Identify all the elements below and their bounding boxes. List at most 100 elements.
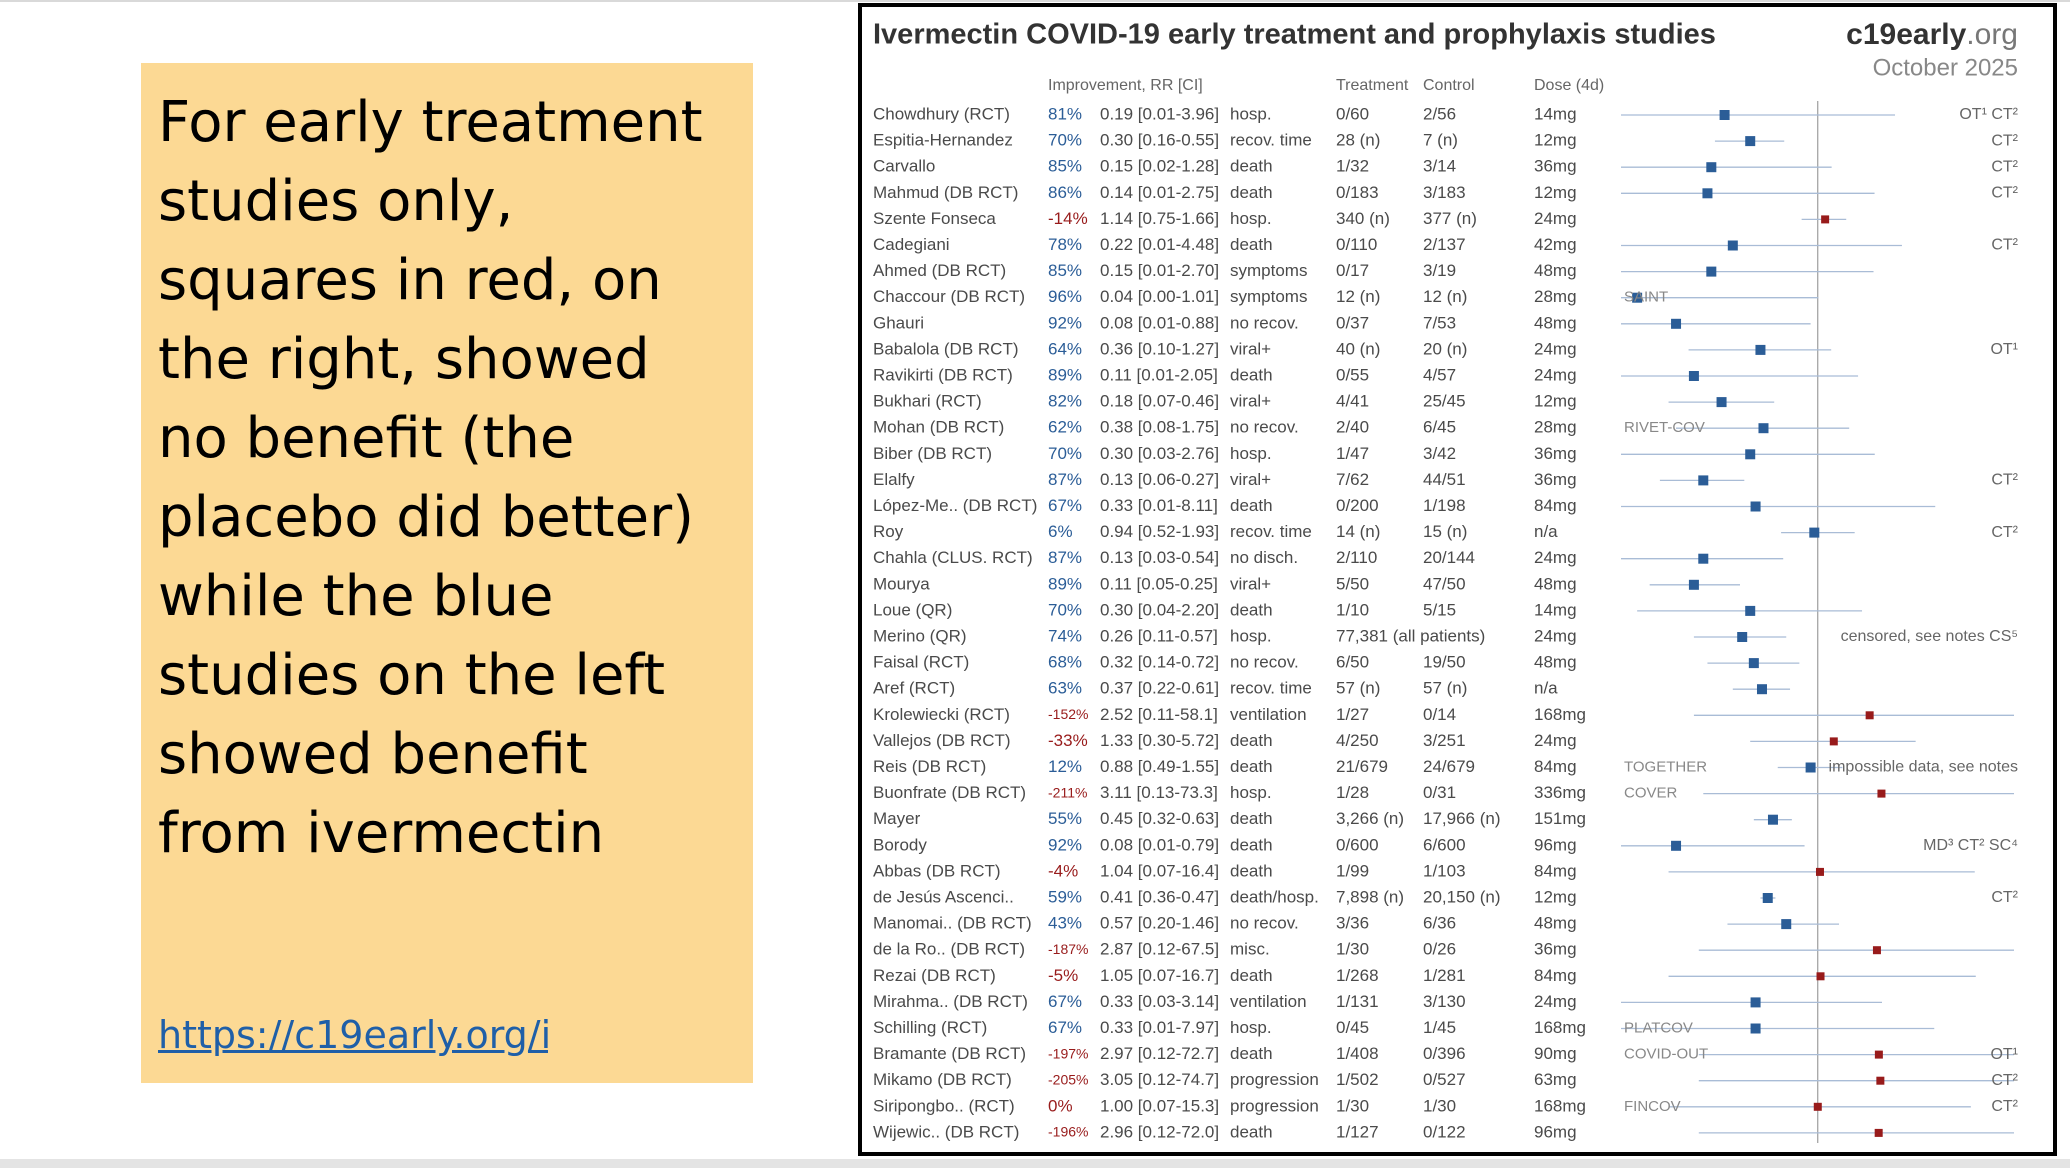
rr-square (1702, 188, 1713, 199)
improvement: 87% (1048, 470, 1082, 489)
improvement: 0% (1048, 1096, 1073, 1115)
rr-square (1809, 527, 1820, 538)
improvement: 6% (1048, 522, 1073, 541)
outcome: hosp. (1230, 209, 1272, 228)
treatment: 1/27 (1336, 705, 1369, 724)
dose: 48mg (1534, 574, 1577, 593)
improvement: -205% (1048, 1071, 1088, 1087)
study-name: Merino (QR) (873, 626, 967, 645)
header-improvement: Improvement, RR [CI] (1048, 77, 1203, 94)
improvement: 67% (1048, 992, 1082, 1011)
study-name: Wijewic.. (DB RCT) (873, 1122, 1019, 1141)
improvement: 63% (1048, 679, 1082, 698)
trial-name: PLATCOV (1624, 1019, 1693, 1036)
treatment: 0/110 (1336, 235, 1377, 254)
rr-ci: 2.97 [0.12-72.7] (1100, 1044, 1219, 1063)
trial-name: COVID-OUT (1624, 1046, 1708, 1063)
treatment: 0/45 (1336, 1018, 1369, 1037)
rr-square (1706, 162, 1717, 173)
improvement: 89% (1048, 365, 1082, 384)
rr-square (1706, 266, 1717, 277)
treatment: 1/127 (1336, 1122, 1379, 1141)
outcome: viral+ (1230, 574, 1271, 593)
dose: 36mg (1534, 940, 1577, 959)
improvement: 70% (1048, 444, 1082, 463)
treatment: 340 (n) (1336, 209, 1390, 228)
outcome: progression (1230, 1096, 1319, 1115)
outcome: death (1230, 835, 1273, 854)
control: 19/50 (1423, 653, 1466, 672)
treatment: 1/10 (1336, 600, 1369, 619)
study-name: Carvallo (873, 157, 935, 176)
rr-ci: 3.11 [0.13-73.3] (1100, 783, 1218, 802)
study-note: OT¹ (1990, 341, 2018, 358)
study-name: Babalola (DB RCT) (873, 339, 1019, 358)
study-note: MD³ CT² SC⁴ (1923, 837, 2018, 854)
control: 3/42 (1423, 444, 1456, 463)
improvement: 55% (1048, 809, 1082, 828)
dose: n/a (1534, 679, 1558, 698)
date: October 2025 (1873, 54, 2018, 81)
brand-main: c19early (1846, 18, 1966, 51)
rr-ci: 0.57 [0.20-1.46] (1100, 914, 1219, 933)
control: 0/122 (1423, 1122, 1466, 1141)
rr-square (1872, 946, 1881, 955)
treatment: 6/50 (1336, 653, 1369, 672)
rr-square (1632, 292, 1643, 303)
dose: 24mg (1534, 992, 1577, 1011)
control: 6/45 (1423, 418, 1456, 437)
rr-ci: 0.19 [0.01-3.96] (1100, 104, 1219, 123)
study-name: Mourya (873, 574, 930, 593)
treatment: 1/268 (1336, 966, 1379, 985)
outcome: death (1230, 861, 1273, 880)
study-name: Manomai.. (DB RCT) (873, 914, 1032, 933)
outcome: death (1230, 235, 1273, 254)
treatment: 1/99 (1336, 861, 1369, 880)
rr-ci: 1.04 [0.07-16.4] (1100, 861, 1219, 880)
trial-name: TOGETHER (1624, 758, 1707, 775)
rr-square (1750, 1023, 1761, 1034)
control: 3/14 (1423, 157, 1456, 176)
header-control: Control (1423, 77, 1475, 94)
control: 47/50 (1423, 574, 1466, 593)
bottom-bar (0, 1159, 2070, 1168)
rr-square (1671, 318, 1682, 329)
study-name: Chaccour (DB RCT) (873, 287, 1025, 306)
outcome: misc. (1230, 940, 1270, 959)
rr-square (1719, 110, 1730, 120)
improvement: 68% (1048, 653, 1082, 672)
control: 44/51 (1423, 470, 1466, 489)
improvement: 62% (1048, 418, 1082, 437)
control: 0/14 (1423, 705, 1456, 724)
treatment: 21/679 (1336, 757, 1388, 776)
study-note: CT² (1991, 889, 2018, 906)
study-name: Szente Fonseca (873, 209, 996, 228)
dose: 84mg (1534, 496, 1577, 515)
improvement: 92% (1048, 313, 1082, 332)
study-note: CT² (1991, 524, 2018, 541)
study-name: de la Ro.. (DB RCT) (873, 940, 1025, 959)
improvement: -4% (1048, 861, 1078, 880)
rr-square (1758, 423, 1769, 434)
rr-ci: 1.00 [0.07-15.3] (1100, 1096, 1219, 1115)
improvement: 43% (1048, 914, 1082, 933)
control: 20 (n) (1423, 339, 1467, 358)
rr-ci: 2.96 [0.12-72.0] (1100, 1122, 1219, 1141)
treatment: 3,266 (n) (1336, 809, 1404, 828)
brand-suffix: .org (1966, 18, 2018, 51)
control: 0/527 (1423, 1070, 1466, 1089)
dose: 84mg (1534, 861, 1577, 880)
control: 20/144 (1423, 548, 1475, 567)
dose: 36mg (1534, 157, 1577, 176)
study-name: Ravikirti (DB RCT) (873, 365, 1013, 384)
rr-square (1829, 737, 1838, 746)
treatment: 4/250 (1336, 731, 1379, 750)
trial-name: FINCOV (1624, 1098, 1681, 1115)
rr-ci: 0.08 [0.01-0.79] (1100, 835, 1219, 854)
note-link[interactable]: https://c19early.org/i (158, 1013, 548, 1057)
treatment: 0/183 (1336, 183, 1379, 202)
improvement: 70% (1048, 131, 1082, 150)
control: 3/251 (1423, 731, 1466, 750)
rr-ci: 0.32 [0.14-0.72] (1100, 653, 1219, 672)
rr-square (1671, 840, 1682, 851)
